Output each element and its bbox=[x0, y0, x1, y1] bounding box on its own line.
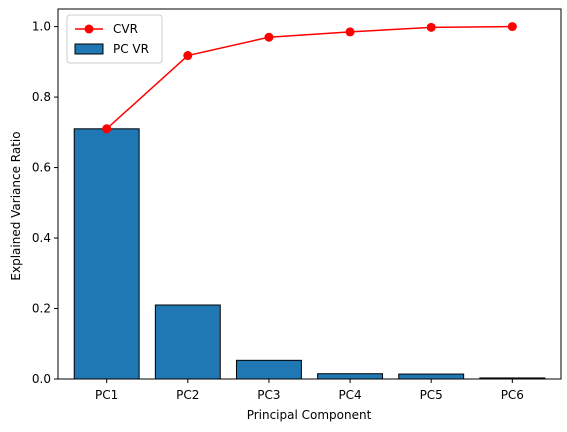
y-tick-label: 0.4 bbox=[32, 231, 51, 245]
plot-frame bbox=[57, 8, 562, 380]
cvr-point-pc1 bbox=[102, 124, 112, 134]
x-tick-label: PC4 bbox=[338, 388, 361, 402]
bar-pc3 bbox=[235, 359, 302, 380]
x-tick-label: PC2 bbox=[176, 388, 199, 402]
x-tick-label: PC5 bbox=[420, 388, 443, 402]
cvr-point-pc3 bbox=[264, 32, 274, 42]
y-tick-label: 1.0 bbox=[32, 20, 51, 34]
legend-cvr-label: CVR bbox=[113, 22, 138, 36]
x-tick-label: PC3 bbox=[257, 388, 280, 402]
bar-pc4 bbox=[317, 373, 384, 380]
cvr-point-pc6 bbox=[507, 22, 517, 32]
y-tick-label: 0.6 bbox=[32, 161, 51, 175]
legend: CVR PC VR bbox=[66, 14, 163, 64]
x-tick-label: PC1 bbox=[95, 388, 118, 402]
bar-pc5 bbox=[398, 373, 465, 380]
cvr-point-pc5 bbox=[426, 22, 436, 32]
bar-pc2 bbox=[154, 304, 221, 380]
axes: PC1 PC2 PC3 PC4 PC5 PC6 0.0 0.2 0.4 0.6 0.8 1.0 bbox=[32, 8, 562, 402]
x-tick-label: PC6 bbox=[501, 388, 524, 402]
y-tick-label: 0.0 bbox=[32, 372, 51, 386]
x-axis-label: Principal Component bbox=[247, 408, 372, 422]
plot-area bbox=[73, 22, 546, 380]
cvr-point-pc2 bbox=[183, 51, 193, 61]
y-tick-label: 0.8 bbox=[32, 90, 51, 104]
legend-pcvr-label: PC VR bbox=[113, 42, 149, 56]
y-tick-label: 0.2 bbox=[32, 302, 51, 316]
cvr-point-pc4 bbox=[345, 27, 355, 37]
legend-cvr-marker bbox=[84, 24, 94, 34]
y-axis-label: Explained Variance Ratio bbox=[9, 131, 23, 280]
bar-pc1 bbox=[73, 128, 140, 380]
legend-pcvr-swatch bbox=[74, 43, 104, 55]
cvr-line bbox=[106, 25, 513, 130]
